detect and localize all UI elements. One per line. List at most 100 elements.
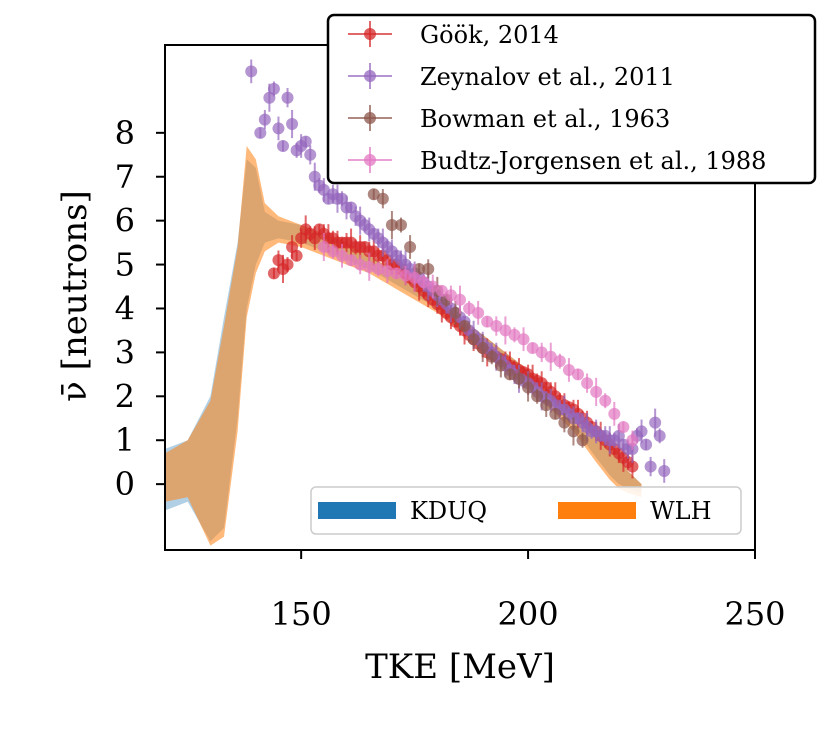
series-1-point [640, 438, 653, 451]
series-1-point [286, 109, 299, 139]
series-2-point [422, 259, 435, 279]
series-1-point [658, 459, 671, 483]
series-2-point [376, 189, 389, 209]
series-2-point [558, 412, 571, 433]
series-2-point [476, 333, 489, 363]
series-2-point [385, 210, 398, 240]
series-0-point [267, 267, 280, 280]
series-3-point [526, 342, 539, 354]
series-3-point [363, 252, 376, 281]
series-3-point [435, 284, 448, 297]
series-3-point [472, 301, 485, 325]
series-1-point [644, 456, 657, 477]
series-2-point [449, 301, 462, 325]
x-tick-label: 200 [498, 595, 559, 633]
legend-entry-series-0: Göök, 2014 [348, 21, 559, 49]
series-1-point [277, 140, 289, 152]
series-3-point [599, 393, 612, 409]
legend-label: Göök, 2014 [420, 21, 559, 49]
series-3-point [572, 368, 584, 381]
y-tick-label: 2 [115, 377, 135, 415]
series-1-point [258, 109, 271, 130]
uncertainty-bands [165, 146, 642, 546]
legend-entry-series-2: Bowman et al., 1963 [348, 105, 670, 133]
legend-label: WLH [650, 497, 712, 525]
series-2-point [503, 368, 516, 381]
series-3-point [372, 261, 385, 277]
y-tick-label: 8 [115, 114, 135, 152]
series-3-point [390, 267, 403, 280]
series-2-point [513, 369, 525, 389]
points-legend: Göök, 2014 Zeynalov et al., 2011 Bowman et… [326, 13, 817, 185]
series-2-point [549, 407, 562, 420]
series-1-point [635, 419, 648, 444]
series-1-point [653, 428, 666, 444]
series-2-point [485, 349, 498, 365]
legend-label: Budtz-Jorgensen et al., 1988 [420, 147, 766, 175]
y-tick-label: 0 [115, 465, 135, 503]
series-1-point [272, 116, 285, 141]
series-2-point [576, 432, 589, 448]
series-3-point [608, 402, 621, 426]
series-1-point [254, 126, 267, 139]
series-3-point [499, 316, 512, 345]
x-tick-label: 250 [724, 595, 785, 633]
series-2-point [540, 393, 553, 417]
series-2-point [494, 353, 507, 378]
series-3-point [444, 285, 457, 305]
series-0-point [281, 257, 294, 273]
series-3-point [581, 373, 594, 393]
series-3-point [417, 274, 430, 290]
legend-entry-series-3: Budtz-Jorgensen et al., 1988 [348, 147, 766, 175]
series-3-point [354, 254, 367, 275]
series-3-point [481, 315, 494, 328]
x-tick-label: 150 [271, 595, 332, 633]
series-1-point [267, 81, 280, 97]
y-axis-label: ν̄ [neutrons] [55, 190, 95, 402]
legend-label: Bowman et al., 1963 [420, 105, 670, 133]
points-legend-frame [326, 13, 817, 185]
series-2-point [367, 188, 380, 201]
series-3-point [544, 342, 557, 371]
series-3-point [463, 301, 476, 316]
y-tick-label: 3 [115, 333, 135, 371]
series-1-point [245, 59, 258, 84]
series-3-point [399, 265, 412, 286]
series-2-point [395, 217, 407, 233]
y-tick-label: 1 [115, 421, 135, 459]
series-3-point [562, 358, 575, 382]
band-wlh [165, 146, 642, 546]
series-2-point [458, 320, 471, 333]
series-3-point [326, 243, 339, 259]
series-3-point [626, 430, 639, 450]
y-tick-label: 6 [115, 202, 135, 240]
series-3-point [508, 327, 521, 343]
y-tick-label: 4 [115, 289, 135, 327]
legend-entry-series-1: Zeynalov et al., 2011 [348, 63, 675, 91]
series-3-point [454, 285, 466, 314]
series-3-point [490, 316, 503, 336]
series-3-point [553, 353, 566, 369]
series-3-point [517, 327, 530, 352]
legend-label: KDUQ [410, 497, 487, 525]
series-3-point [336, 243, 348, 268]
series-3-point [617, 421, 630, 434]
y-axis-ticks: 0 1 2 3 4 5 6 7 8 [115, 114, 165, 503]
series-3-point [535, 342, 548, 363]
series-2-point [404, 235, 417, 259]
data-points [245, 59, 671, 483]
series-3-point [317, 232, 330, 262]
y-tick-label: 7 [115, 158, 135, 196]
legend-label: Zeynalov et al., 2011 [420, 63, 675, 91]
series-3-point [426, 274, 439, 299]
y-tick-label: 5 [115, 246, 135, 284]
series-3-point [590, 377, 603, 406]
legend-entry-band-wlh: WLH [558, 497, 712, 525]
bands-legend: KDUQ WLH [310, 486, 742, 535]
x-axis-ticks: 150 200 250 [271, 550, 786, 633]
series-2-point [467, 329, 480, 349]
series-1-point [299, 135, 312, 148]
series-2-point [531, 388, 544, 404]
series-2-point [567, 417, 580, 446]
